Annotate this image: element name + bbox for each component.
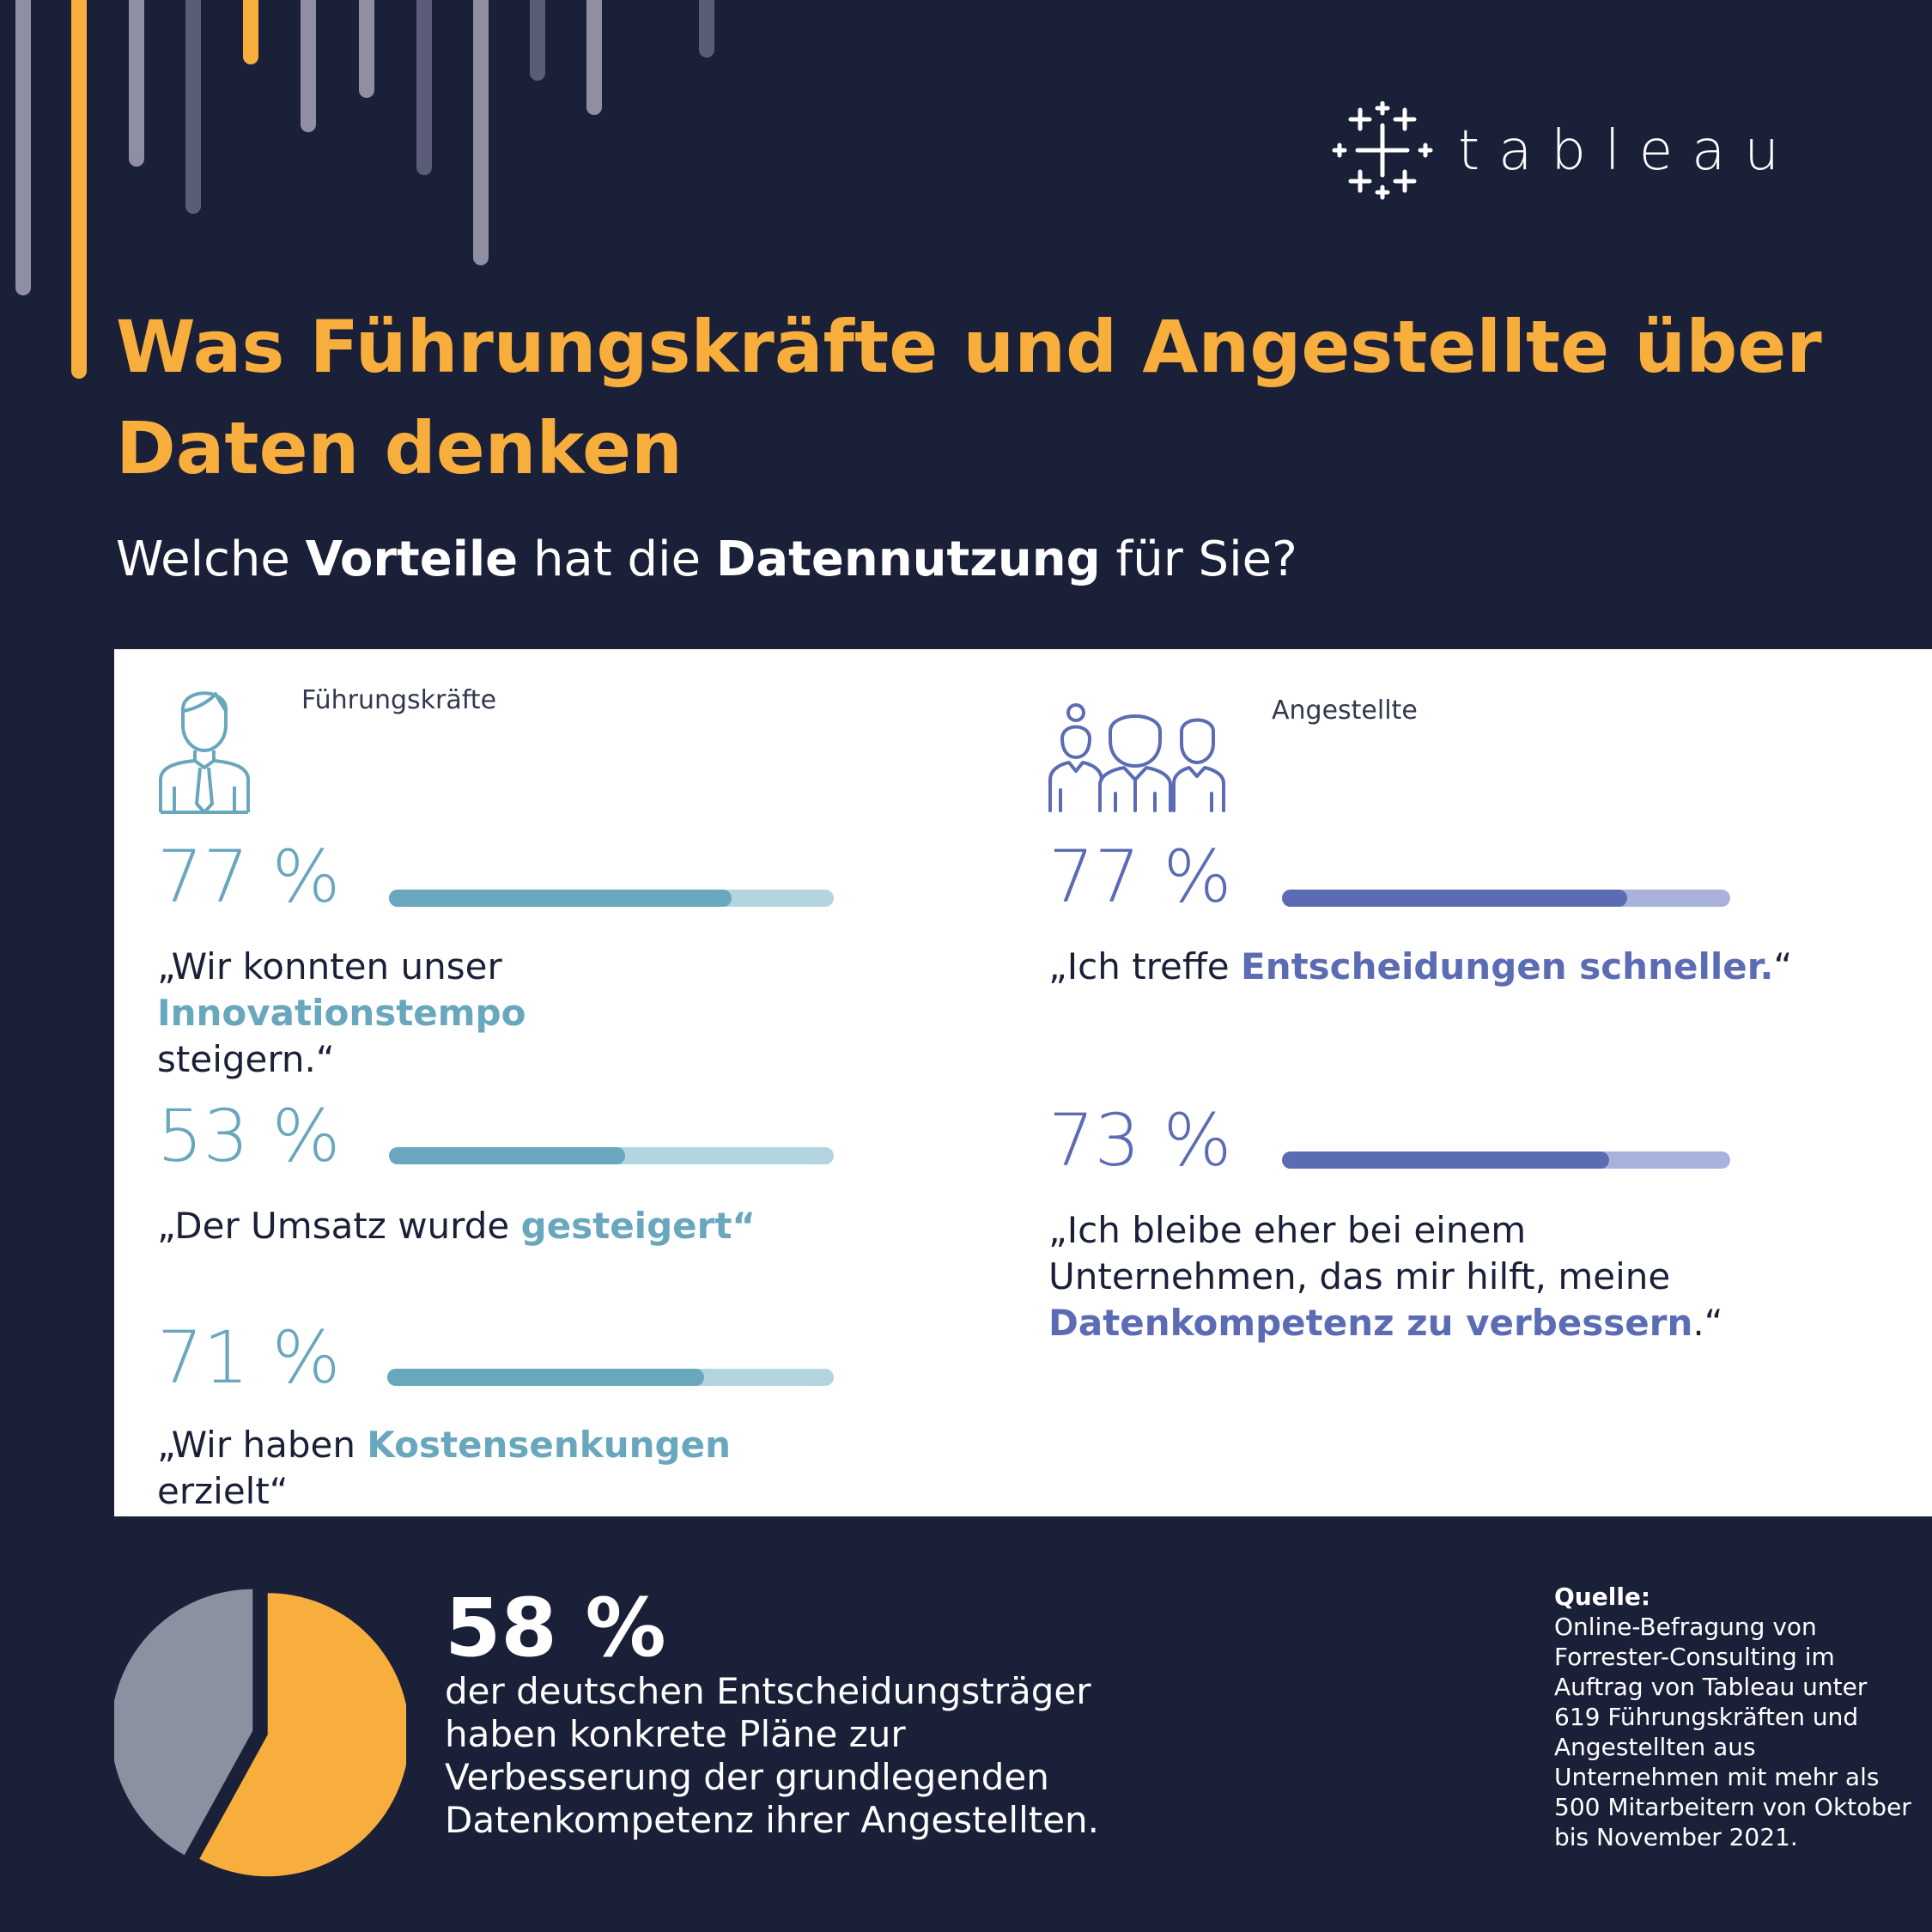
- stat-bar-fill: [1282, 1151, 1610, 1169]
- stat-quote: „Ich treffe Entscheidungen schneller.“: [1048, 944, 1821, 990]
- survey-question: Welche Vorteile hat die Datennutzung für…: [116, 526, 1297, 594]
- group-of-people-icon: [1048, 703, 1225, 812]
- quote-highlight: Innovationstempo: [157, 992, 526, 1034]
- businessman-icon: [159, 691, 250, 814]
- stat-bar-fill: [387, 1369, 705, 1386]
- stat-bar-fill: [389, 1147, 625, 1164]
- highlight-stat: 58 %: [445, 1582, 666, 1675]
- quote-highlight: gesteigert“: [520, 1205, 756, 1247]
- quote-text: .“: [1692, 1302, 1723, 1344]
- question-text: hat die: [518, 532, 716, 587]
- quote-highlight: Kostensenkungen: [367, 1424, 731, 1466]
- stat-bar: [1282, 1151, 1730, 1169]
- stat-bar: [1282, 890, 1730, 907]
- question-bold-data-usage: Datennutzung: [715, 532, 1101, 587]
- stat-quote: „Wir konnten unser Innovationstempo stei…: [157, 944, 844, 1083]
- pie-slice-rest: [114, 1589, 253, 1856]
- stat-bar: [389, 890, 834, 907]
- source-title: Quelle:: [1554, 1583, 1651, 1611]
- tableau-wordmark: tableau: [1458, 118, 1798, 183]
- quote-text: „Wir konnten unser: [157, 945, 502, 987]
- stat-quote: „Wir haben Kostensenkungen erzielt“: [157, 1422, 844, 1515]
- stat-value: 53 %: [157, 1094, 341, 1178]
- stat-value: 77 %: [1048, 835, 1232, 919]
- question-text: Welche: [116, 532, 306, 587]
- group-label-executives: Führungskräfte: [301, 685, 497, 715]
- quote-text: „Ich treffe: [1048, 945, 1241, 987]
- pie-slice-highlight: [199, 1593, 406, 1877]
- stat-value: 71 %: [157, 1315, 341, 1400]
- quote-highlight: Entscheidungen schneller.: [1241, 945, 1774, 987]
- decorative-stripes: [15, 0, 714, 379]
- source-text: Online-Befragung von Forrester-Consultin…: [1554, 1613, 1911, 1851]
- stat-bar-fill: [1282, 890, 1627, 907]
- quote-highlight: Datenkompetenz zu verbessern: [1048, 1302, 1693, 1344]
- tableau-cross-icon: [1332, 101, 1433, 200]
- quote-text: „Der Umsatz wurde: [157, 1205, 521, 1247]
- pie-chart: [114, 1589, 406, 1877]
- group-label-employees: Angestellte: [1272, 696, 1418, 726]
- question-bold-benefits: Vorteile: [305, 532, 519, 587]
- quote-text: steigern.“: [157, 1038, 335, 1080]
- tableau-logo: tableau: [1331, 101, 1798, 200]
- results-panel: Führungskräfte Angestellte 77 % „Wir kon…: [114, 649, 1932, 1516]
- quote-text: „Ich bleibe eher bei einem Unternehmen, …: [1048, 1209, 1671, 1297]
- stat-bar: [389, 1147, 834, 1164]
- page-title: Was Führungskräfte und Angestellte über …: [116, 305, 1822, 490]
- quote-text: “: [1773, 945, 1793, 987]
- quote-text: „Wir haben: [157, 1424, 368, 1466]
- quote-text: erzielt“: [157, 1470, 289, 1512]
- stat-bar-fill: [389, 890, 732, 907]
- stat-bar: [387, 1369, 834, 1386]
- stat-value: 73 %: [1048, 1098, 1232, 1182]
- stat-quote: „Der Umsatz wurde gesteigert“: [157, 1203, 844, 1249]
- highlight-description: der deutschen Entscheidungsträger haben …: [445, 1670, 1100, 1841]
- stat-quote: „Ich bleibe eher bei einem Unternehmen, …: [1048, 1207, 1770, 1346]
- question-text: für Sie?: [1100, 532, 1297, 587]
- stat-value: 77 %: [157, 835, 341, 919]
